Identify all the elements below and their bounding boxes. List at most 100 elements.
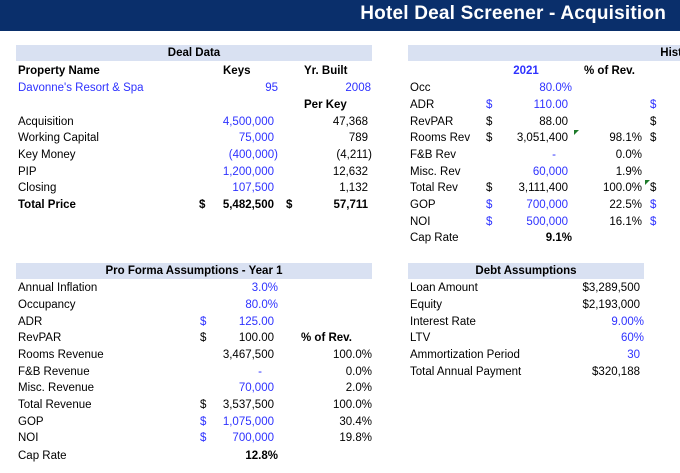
hist-row-currency-2: $ xyxy=(650,216,657,228)
year-built-cell[interactable]: 2008 xyxy=(345,82,371,94)
debt-row-label: Ammortization Period xyxy=(410,349,520,361)
deal-row-value[interactable]: 75,000 xyxy=(238,132,274,144)
pf-row-pct[interactable]: 100.0% xyxy=(332,349,372,361)
hist-row-currency-2: $ xyxy=(650,182,657,194)
deal-row-per-key[interactable]: 1,132 xyxy=(339,182,368,194)
pf-row-pct[interactable]: 2.0% xyxy=(345,382,372,394)
hist-row-label: GOP xyxy=(410,199,436,211)
hist-row-pct[interactable]: 1.9% xyxy=(615,166,642,178)
hist-row-label: NOI xyxy=(410,216,431,228)
pf-row-pct[interactable]: 19.8% xyxy=(339,432,372,444)
deal-row-per-key[interactable]: 789 xyxy=(348,132,368,144)
per-key-header: Per Key xyxy=(304,99,347,111)
hist-row-value[interactable]: 500,000 xyxy=(526,216,568,228)
debt-row-value[interactable]: 60% xyxy=(620,332,644,344)
deal-row-value[interactable]: (400,000) xyxy=(228,149,278,161)
title-banner: Hotel Deal Screener - Acquisition xyxy=(0,0,680,31)
deal-row-label: Key Money xyxy=(18,149,76,161)
debt-row-label: Interest Rate xyxy=(410,316,476,328)
hist-row-label: ADR xyxy=(410,99,435,111)
pf-cap-rate-label: Cap Rate xyxy=(18,450,67,462)
deal-row-per-key[interactable]: 12,632 xyxy=(332,166,368,178)
debt-row-value[interactable]: 9.00% xyxy=(611,316,644,328)
occupancy-value[interactable]: 80.0% xyxy=(245,299,278,311)
inflation-label: Annual Inflation xyxy=(18,282,98,294)
deal-row-per-key[interactable]: (4,211) xyxy=(336,149,372,161)
historical-header: Hist xyxy=(408,45,680,61)
hist-row-currency: $ xyxy=(486,99,493,111)
deal-row-value[interactable]: 1,200,000 xyxy=(222,166,274,178)
hist-row-currency: $ xyxy=(486,132,493,144)
pf-row-currency: $ xyxy=(200,432,207,444)
pf-revpar-label: RevPAR xyxy=(18,332,62,344)
historical-pct-header: % of Rev. xyxy=(584,65,635,77)
debt-row-value[interactable]: $320,188 xyxy=(592,366,640,378)
hist-row-label: RevPAR xyxy=(410,116,454,128)
comment-indicator-icon[interactable] xyxy=(645,180,650,185)
hist-row-pct[interactable]: 0.0% xyxy=(615,149,642,161)
deal-row-value[interactable]: 107,500 xyxy=(232,182,274,194)
hist-row-label: Total Rev xyxy=(410,182,458,194)
total-price-value[interactable]: 5,482,500 xyxy=(222,199,274,211)
hist-row-pct[interactable]: 98.1% xyxy=(609,132,642,144)
hist-row-currency: $ xyxy=(486,216,493,228)
hist-row-pct[interactable]: 22.5% xyxy=(609,199,642,211)
deal-row-label: Working Capital xyxy=(18,132,99,144)
debt-row-value[interactable]: $2,193,000 xyxy=(582,299,640,311)
pf-adr-value[interactable]: 125.00 xyxy=(238,316,274,328)
deal-row-value[interactable]: 4,500,000 xyxy=(222,116,274,128)
hist-row-currency: $ xyxy=(486,199,493,211)
deal-row-per-key[interactable]: 47,368 xyxy=(332,116,368,128)
pf-row-value[interactable]: 3,467,500 xyxy=(222,349,274,361)
keys-cell[interactable]: 95 xyxy=(265,82,278,94)
hist-row-value[interactable]: 3,051,400 xyxy=(516,132,568,144)
proforma-header: Pro Forma Assumptions - Year 1 xyxy=(16,263,372,279)
debt-row-label: LTV xyxy=(410,332,431,344)
deal-row-label: Closing xyxy=(18,182,57,194)
hist-row-label: F&B Rev xyxy=(410,149,457,161)
pf-adr-currency: $ xyxy=(200,316,207,328)
pf-row-value[interactable]: 700,000 xyxy=(232,432,274,444)
historical-header-label: Hist xyxy=(660,47,680,59)
hist-row-value[interactable]: 80.0% xyxy=(539,82,572,94)
hist-row-value[interactable]: 60,000 xyxy=(532,166,568,178)
property-name-cell[interactable]: Davonne's Resort & Spa xyxy=(18,82,144,94)
keys-header: Keys xyxy=(223,65,251,77)
pf-pct-header: % of Rev. xyxy=(301,332,352,344)
pf-row-label: F&B Revenue xyxy=(18,366,90,378)
pf-cap-rate-value[interactable]: 12.8% xyxy=(245,450,278,462)
total-per-key-value[interactable]: 57,711 xyxy=(333,199,368,211)
pf-row-value[interactable]: 70,000 xyxy=(238,382,274,394)
hist-row-value[interactable]: 110.00 xyxy=(533,99,568,111)
deal-data-header: Deal Data xyxy=(16,45,372,61)
hist-row-currency-2: $ xyxy=(650,199,657,211)
debt-row-value[interactable]: $3,289,500 xyxy=(582,282,640,294)
hist-row-currency-2: $ xyxy=(650,132,657,144)
deal-row-label: PIP xyxy=(18,166,37,178)
hist-row-pct[interactable]: 16.1% xyxy=(609,216,642,228)
pf-row-value[interactable]: 3,537,500 xyxy=(222,399,274,411)
pf-row-pct[interactable]: 0.0% xyxy=(345,366,372,378)
inflation-value[interactable]: 3.0% xyxy=(251,282,278,294)
pf-row-pct[interactable]: 30.4% xyxy=(339,416,372,428)
hist-row-currency: $ xyxy=(486,116,493,128)
pf-row-label: Total Revenue xyxy=(18,399,92,411)
pf-row-currency: $ xyxy=(200,399,207,411)
pf-revpar-currency: $ xyxy=(200,332,207,344)
hist-row-pct[interactable]: 100.0% xyxy=(602,182,642,194)
pf-row-pct[interactable]: 100.0% xyxy=(332,399,372,411)
debt-row-label: Loan Amount xyxy=(410,282,478,294)
hist-row-value[interactable]: 700,000 xyxy=(526,199,568,211)
pf-row-value[interactable]: - xyxy=(258,366,262,378)
pf-row-label: NOI xyxy=(18,432,39,444)
hist-row-value[interactable]: 88.00 xyxy=(539,116,568,128)
hist-row-value[interactable]: - xyxy=(552,149,556,161)
hist-cap-rate-value[interactable]: 9.1% xyxy=(545,232,572,244)
comment-indicator-icon[interactable] xyxy=(574,130,579,135)
pf-revpar-value[interactable]: 100.00 xyxy=(238,332,274,344)
hist-row-value[interactable]: 3,111,400 xyxy=(518,182,568,194)
debt-header: Debt Assumptions xyxy=(408,263,644,279)
pf-row-value[interactable]: 1,075,000 xyxy=(222,416,274,428)
debt-row-value[interactable]: 30 xyxy=(627,349,640,361)
pf-row-label: Misc. Revenue xyxy=(18,382,95,394)
